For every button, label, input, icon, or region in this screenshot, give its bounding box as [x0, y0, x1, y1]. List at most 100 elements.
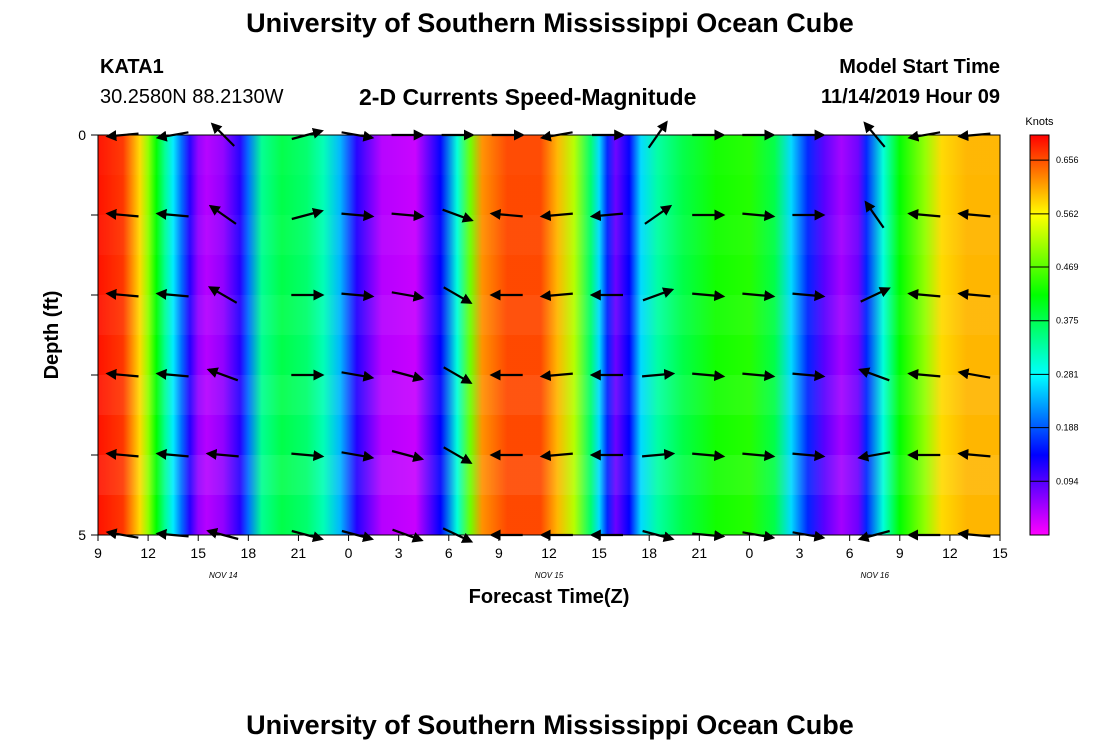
- depth-band-0: [98, 135, 1000, 175]
- date-label-1: NOV 15: [535, 571, 564, 580]
- vector-c9-d1: [589, 210, 623, 222]
- depth-band-3: [98, 375, 1000, 415]
- vector-c8-d3: [539, 370, 573, 382]
- y-axis-label: Depth (ft): [41, 291, 63, 380]
- vector-c5-d2: [391, 290, 425, 302]
- colorbar-tick-label-5: 0.188: [1056, 423, 1079, 433]
- vector-c16-d3: [957, 368, 991, 380]
- vector-c5-d3: [391, 369, 425, 383]
- date-label-2: NOV 16: [860, 571, 889, 580]
- vector-c2-d4: [205, 448, 239, 460]
- depth-band-4: [98, 455, 1000, 495]
- colorbar-title: Knots: [1025, 116, 1054, 128]
- vector-c12-d4: [742, 450, 776, 462]
- colorbar-tick-label-1: 0.562: [1056, 209, 1079, 219]
- vector-c2-d2: [207, 286, 238, 304]
- colorbar-tick-label-2: 0.469: [1056, 262, 1079, 272]
- vector-c8-d1: [539, 210, 573, 222]
- page-title: University of Southern Mississippi Ocean…: [246, 8, 854, 38]
- y-tick-label-1: 5: [78, 527, 86, 543]
- vector-c15-d1: [907, 208, 941, 220]
- date-label-0: NOV 14: [209, 571, 238, 580]
- x-tick-label-0: 9: [94, 545, 102, 561]
- vector-c3-d1: [291, 207, 324, 221]
- x-axis-label: Forecast Time(Z): [469, 586, 630, 608]
- x-tick-label-12: 21: [692, 545, 708, 561]
- vector-c6-d2: [443, 286, 473, 304]
- vector-c5-d1: [391, 210, 425, 222]
- vector-c1-d2: [155, 288, 189, 300]
- colorbar-tick-label-4: 0.281: [1056, 369, 1079, 379]
- vector-c6-d4: [443, 446, 473, 464]
- depth-bands: [98, 135, 1000, 495]
- vector-c4-d1: [341, 210, 375, 222]
- model-start-label: Model Start Time: [839, 56, 1000, 78]
- vector-c6-d3: [443, 366, 473, 384]
- vector-c4-d2: [341, 290, 375, 302]
- vector-c12-d1: [742, 210, 776, 222]
- vector-c14-d3: [858, 367, 890, 382]
- colorbar-tick-label-6: 0.094: [1056, 476, 1079, 486]
- station-id: KATA1: [100, 56, 164, 78]
- vector-c6-d1: [442, 208, 474, 223]
- station-coords: 30.2580N 88.2130W: [100, 86, 284, 108]
- vector-c16-d1: [957, 208, 991, 220]
- x-tick-label-11: 18: [641, 545, 657, 561]
- vector-c16-d4: [957, 448, 991, 460]
- vector-c11-d2: [692, 290, 726, 302]
- vector-c15-d3: [907, 368, 941, 380]
- vector-c10-d1: [644, 204, 673, 225]
- chart-title: 2-D Currents Speed-Magnitude: [359, 84, 697, 110]
- vector-c0-d2: [105, 288, 139, 300]
- x-tick-label-16: 9: [896, 545, 904, 561]
- x-axis: 9 12 15 18 21 0 3 6 9 12 15 18 21 0 3 6 9 12 15 NOV 14 NOV 1…: [94, 535, 1008, 580]
- x-tick-label-4: 21: [291, 545, 307, 561]
- x-tick-label-5: 0: [345, 545, 353, 561]
- vector-c0-d1: [105, 208, 139, 220]
- vector-c1-d4: [155, 448, 189, 460]
- colorbar-ramp: [1029, 134, 1050, 536]
- colorbar: Knots 0.656 0.562 0.469 0.375 0.281 0.188 0.094: [1025, 116, 1079, 536]
- vector-c1-d1: [155, 208, 189, 220]
- x-tick-label-7: 6: [445, 545, 453, 561]
- x-tick-label-9: 12: [541, 545, 557, 561]
- x-tick-label-18: 15: [992, 545, 1008, 561]
- vector-c16-d2: [957, 288, 991, 300]
- colorbar-tick-label-0: 0.656: [1056, 155, 1079, 165]
- vector-c3-d4: [291, 450, 325, 462]
- vector-c11-d3: [692, 370, 726, 382]
- x-tick-label-8: 9: [495, 545, 503, 561]
- vector-c15-d2: [907, 288, 941, 300]
- vector-c10-d3: [642, 368, 676, 380]
- model-start-time: 11/14/2019 Hour 09: [820, 86, 1000, 108]
- vector-c8-d4: [539, 450, 573, 462]
- vector-c14-d1: [864, 200, 885, 229]
- colorbar-tick-label-3: 0.375: [1056, 316, 1079, 326]
- vector-c13-d4: [792, 450, 826, 462]
- vector-c4-d3: [341, 370, 375, 382]
- vector-c12-d2: [742, 290, 776, 302]
- vector-c4-d4: [341, 450, 375, 462]
- x-tick-label-6: 3: [395, 545, 403, 561]
- vector-c12-d3: [742, 370, 776, 382]
- x-tick-label-14: 3: [796, 545, 804, 561]
- speed-field: [98, 135, 1000, 535]
- vector-c7-d1: [489, 208, 523, 220]
- vector-c0-d3: [105, 368, 139, 380]
- x-tick-label-17: 12: [942, 545, 958, 561]
- vector-c14-d4: [857, 450, 891, 462]
- vector-c5-d4: [391, 449, 425, 463]
- vector-c13-d2: [792, 290, 826, 302]
- y-tick-label-0: 0: [78, 127, 86, 143]
- vector-c2-d1: [208, 204, 237, 225]
- footer-title: University of Southern Mississippi Ocean…: [246, 710, 854, 740]
- vector-c14-d2: [860, 287, 891, 303]
- vector-c0-d4: [105, 448, 139, 460]
- y-axis: 05: [78, 127, 98, 543]
- depth-band-2: [98, 295, 1000, 335]
- vector-c1-d3: [155, 368, 189, 380]
- x-tick-label-3: 18: [241, 545, 257, 561]
- x-tick-label-15: 6: [846, 545, 854, 561]
- x-tick-label-1: 12: [140, 545, 156, 561]
